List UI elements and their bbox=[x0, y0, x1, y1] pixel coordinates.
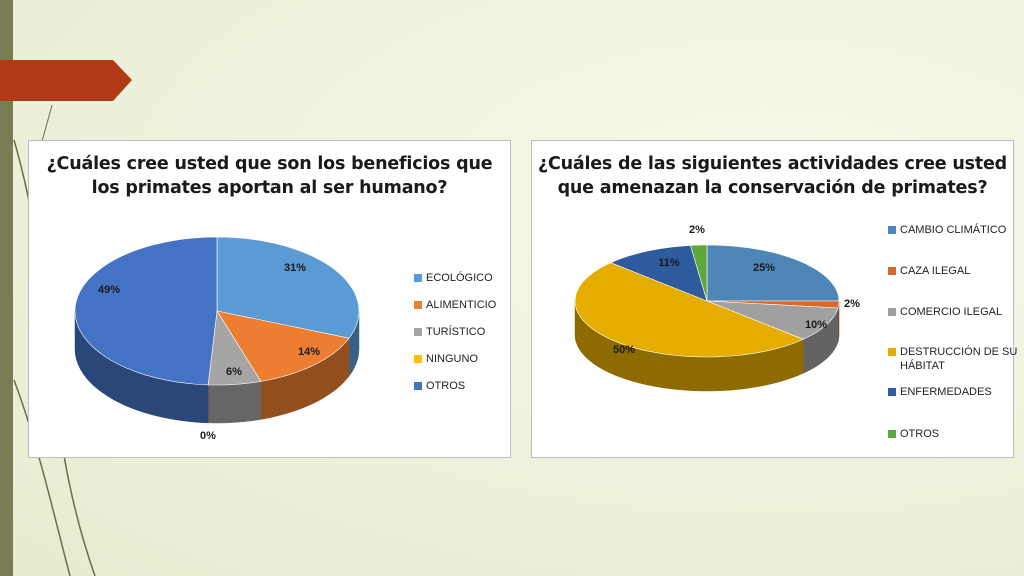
pie-chart-threats: 25% 2% 10% 50% 11% 2% bbox=[574, 224, 860, 392]
legend-item-1: CAMBIO CLIMÁTICO bbox=[888, 223, 1018, 237]
legend-label: DESTRUCCIÓN DE SU HÁBITAT bbox=[900, 346, 1018, 372]
pie-top-faces bbox=[74, 236, 360, 386]
title-ribbon-shape bbox=[0, 60, 132, 101]
legend-swatch bbox=[414, 355, 422, 363]
data-label-5: 11% bbox=[658, 257, 680, 269]
data-label-3: 6% bbox=[226, 366, 242, 378]
data-label-5: 49% bbox=[98, 284, 120, 296]
legend-item-1: ECOLÓGICO bbox=[414, 271, 493, 285]
legend-swatch bbox=[888, 267, 896, 275]
data-label-3: 10% bbox=[805, 319, 827, 331]
chart-title: ¿Cuáles cree usted que son los beneficio… bbox=[29, 152, 510, 200]
legend-item-6: OTROS bbox=[888, 427, 1018, 441]
data-label-6: 2% bbox=[689, 224, 705, 236]
legend-item-4: NINGUNO bbox=[414, 352, 478, 366]
legend-swatch bbox=[888, 388, 896, 396]
legend-item-2: ALIMENTICIO bbox=[414, 298, 496, 312]
chart-title-line-2: los primates aportan al ser humano? bbox=[91, 178, 448, 198]
legend-item-4: DESTRUCCIÓN DE SU HÁBITAT bbox=[888, 345, 1018, 373]
pie-slice-3 bbox=[706, 300, 839, 340]
legend-label: ENFERMEDADES bbox=[900, 386, 992, 398]
legend-label: NINGUNO bbox=[426, 353, 478, 365]
legend-label: OTROS bbox=[426, 380, 466, 392]
slide-left-bar bbox=[0, 0, 13, 576]
chart-title-line-1: ¿Cuáles de las siguientes actividades cr… bbox=[538, 154, 1007, 174]
legend-label: ALIMENTICIO bbox=[426, 299, 497, 311]
legend-swatch bbox=[888, 308, 896, 316]
data-label-1: 31% bbox=[284, 262, 306, 274]
pie-slice-side-3 bbox=[207, 381, 262, 424]
legend-label: ECOLÓGICO bbox=[426, 272, 493, 284]
legend-swatch bbox=[414, 328, 422, 336]
data-label-2: 14% bbox=[298, 346, 320, 358]
data-label-2: 2% bbox=[844, 298, 860, 310]
data-label-1: 25% bbox=[753, 262, 775, 274]
chart-title-line-2: que amenazan la conservación de primates… bbox=[557, 178, 988, 198]
chart-panel-benefits: ¿Cuáles cree usted que son los beneficio… bbox=[28, 140, 511, 458]
legend-swatch bbox=[888, 226, 896, 234]
legend-swatch bbox=[414, 382, 422, 390]
legend-swatch bbox=[414, 301, 422, 309]
legend-item-5: OTROS bbox=[414, 379, 465, 393]
pie-slice-5 bbox=[610, 245, 708, 302]
legend-label: OTROS bbox=[900, 428, 940, 440]
legend-item-3: COMERCIO ILEGAL bbox=[888, 305, 1018, 319]
data-label-4: 0% bbox=[200, 430, 216, 442]
legend-item-5: ENFERMEDADES bbox=[888, 385, 1018, 399]
pie-slice-6 bbox=[690, 244, 708, 302]
pie-top-faces bbox=[574, 244, 840, 358]
pie-slice-5 bbox=[74, 236, 218, 386]
pie-chart-benefits: 31% 14% 6% 0% 49% bbox=[74, 236, 360, 442]
legend-swatch bbox=[888, 348, 896, 356]
legend-label: TURÍSTICO bbox=[426, 326, 486, 338]
chart-title-line-1: ¿Cuáles cree usted que son los beneficio… bbox=[46, 154, 493, 174]
legend-swatch bbox=[414, 274, 422, 282]
legend-label: CAMBIO CLIMÁTICO bbox=[900, 224, 1007, 236]
pie-slice-1 bbox=[216, 236, 360, 339]
legend-item-3: TURÍSTICO bbox=[414, 325, 485, 339]
pie-slice-3 bbox=[207, 310, 262, 386]
data-label-4: 50% bbox=[613, 344, 635, 356]
legend-label: CAZA ILEGAL bbox=[900, 265, 971, 277]
chart-panel-threats: ¿Cuáles de las siguientes actividades cr… bbox=[531, 140, 1017, 458]
pie-side-walls bbox=[74, 310, 360, 424]
legend-swatch bbox=[888, 430, 896, 438]
legend-item-2: CAZA ILEGAL bbox=[888, 264, 1018, 278]
chart-title: ¿Cuáles de las siguientes actividades cr… bbox=[532, 152, 1013, 200]
legend-label: COMERCIO ILEGAL bbox=[900, 306, 1003, 318]
pie-slice-4 bbox=[574, 262, 804, 358]
pie-slice-1 bbox=[706, 244, 840, 302]
